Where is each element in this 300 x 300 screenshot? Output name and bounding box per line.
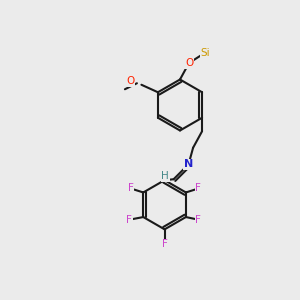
Text: F: F <box>128 184 134 194</box>
Text: F: F <box>196 184 201 194</box>
Text: O: O <box>185 58 193 68</box>
Text: Si: Si <box>201 47 210 58</box>
Text: F: F <box>127 215 132 225</box>
Text: N: N <box>184 159 193 169</box>
Text: H: H <box>161 171 169 181</box>
Text: F: F <box>162 239 167 249</box>
Text: O: O <box>126 76 134 86</box>
Text: F: F <box>196 215 201 225</box>
